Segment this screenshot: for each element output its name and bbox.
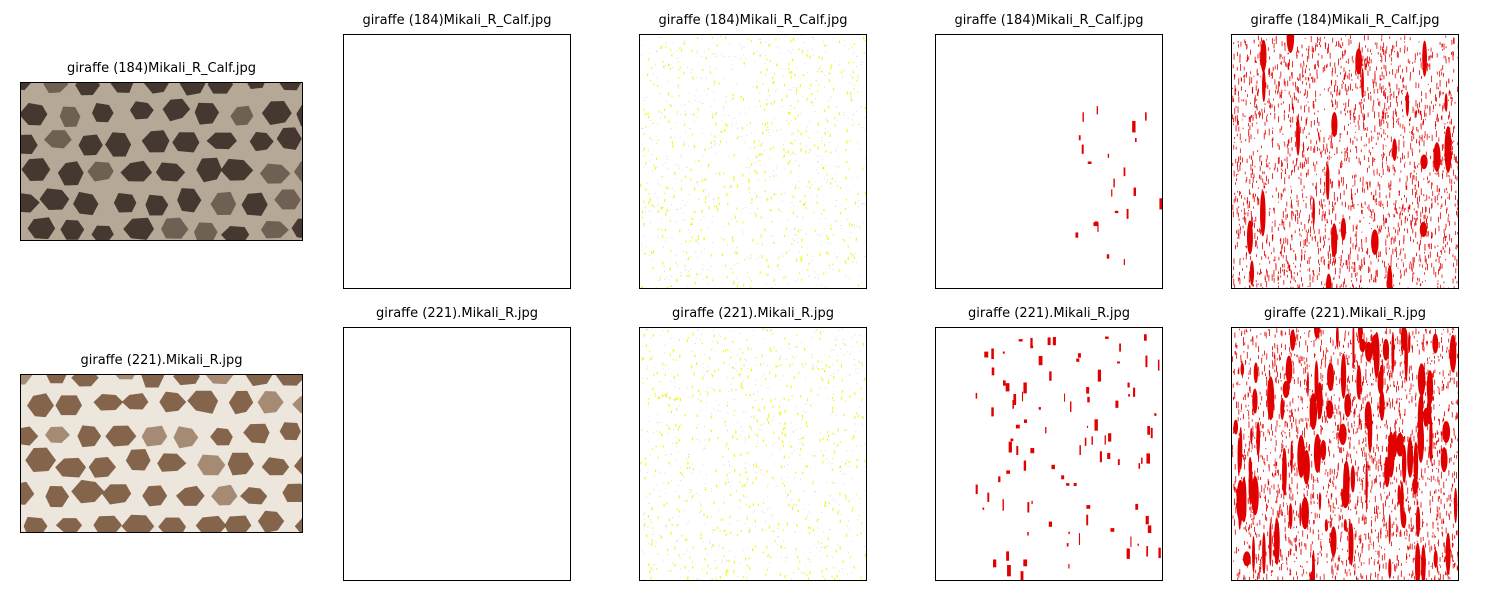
speckle-panel-r2 [639,327,867,581]
sparse-mask-panel-r2 [935,327,1163,581]
dense-red-mask [1232,328,1458,580]
giraffe-pattern-image [21,375,302,532]
panel-title-r1c1: giraffe (184)Mikali_R_Calf.jpg [66,61,257,76]
giraffe-pattern-image [21,83,302,240]
dense-mask-panel-r2 [1231,327,1459,581]
panel-title-r1c2: giraffe (184)Mikali_R_Calf.jpg [362,13,552,28]
dense-mask-panel-r1 [1231,34,1459,289]
blank-panel-r1 [343,34,571,289]
speckle-map [640,35,866,288]
speckle-panel-r1 [639,34,867,289]
panel-title-r2c5: giraffe (221).Mikali_R.jpg [1264,306,1426,321]
panel-title-r2c1: giraffe (221).Mikali_R.jpg [80,353,243,368]
panel-title-r2c3: giraffe (221).Mikali_R.jpg [672,306,834,321]
panel-title-r2c2: giraffe (221).Mikali_R.jpg [376,306,538,321]
giraffe-photo-r1 [20,82,303,241]
sparse-mask-panel-r1 [935,34,1163,289]
sparse-red-mask [975,334,1161,580]
panel-title-r1c4: giraffe (184)Mikali_R_Calf.jpg [954,13,1144,28]
dense-red-mask [1232,35,1458,288]
giraffe-photo-r2 [20,374,303,533]
panel-title-r2c4: giraffe (221).Mikali_R.jpg [968,306,1130,321]
sparse-red-mask [1075,106,1162,266]
panel-title-r1c3: giraffe (184)Mikali_R_Calf.jpg [658,13,848,28]
panel-title-r1c5: giraffe (184)Mikali_R_Calf.jpg [1250,13,1440,28]
blank-panel-r2 [343,327,571,581]
speckle-map [640,328,866,580]
